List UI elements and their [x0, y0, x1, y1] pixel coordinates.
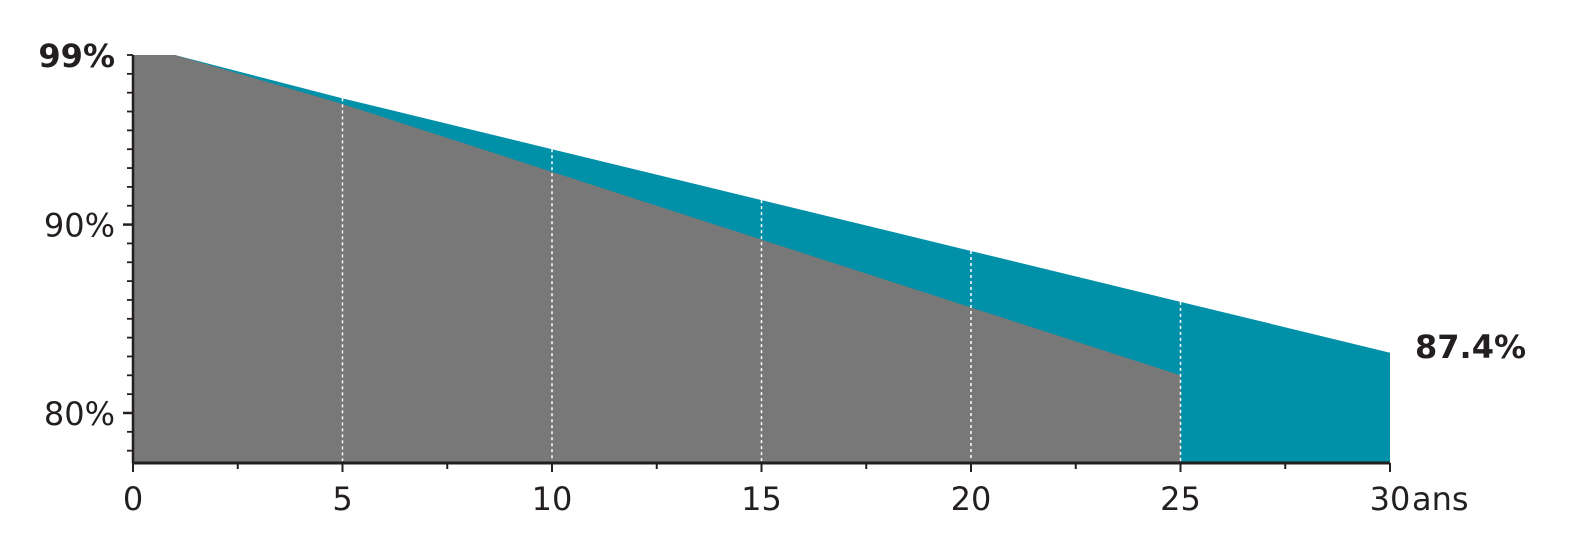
- x-tick-label: 0: [123, 480, 143, 518]
- x-tick-label: 30: [1370, 480, 1411, 518]
- x-axis-unit-label: ans: [1412, 480, 1469, 518]
- x-tick-label: 25: [1160, 480, 1201, 518]
- chart-areas: [133, 55, 1390, 463]
- y-tick-label: 90%: [44, 207, 115, 245]
- x-tick-label: 20: [951, 480, 992, 518]
- x-tick-label: 10: [532, 480, 573, 518]
- y-tick-label: 99%: [38, 37, 115, 75]
- end-value-label: 87.4%: [1415, 328, 1526, 366]
- x-tick-label: 5: [332, 480, 352, 518]
- chart-axes: [123, 54, 1391, 472]
- chart-labels: 0 5 10 15 20 25 30 ans 99% 90% 80% 87.4%: [38, 37, 1526, 518]
- x-tick-label: 15: [741, 480, 782, 518]
- y-tick-label: 80%: [44, 395, 115, 433]
- area-series-1: [133, 55, 1181, 463]
- chart-grid: [341, 98, 1182, 461]
